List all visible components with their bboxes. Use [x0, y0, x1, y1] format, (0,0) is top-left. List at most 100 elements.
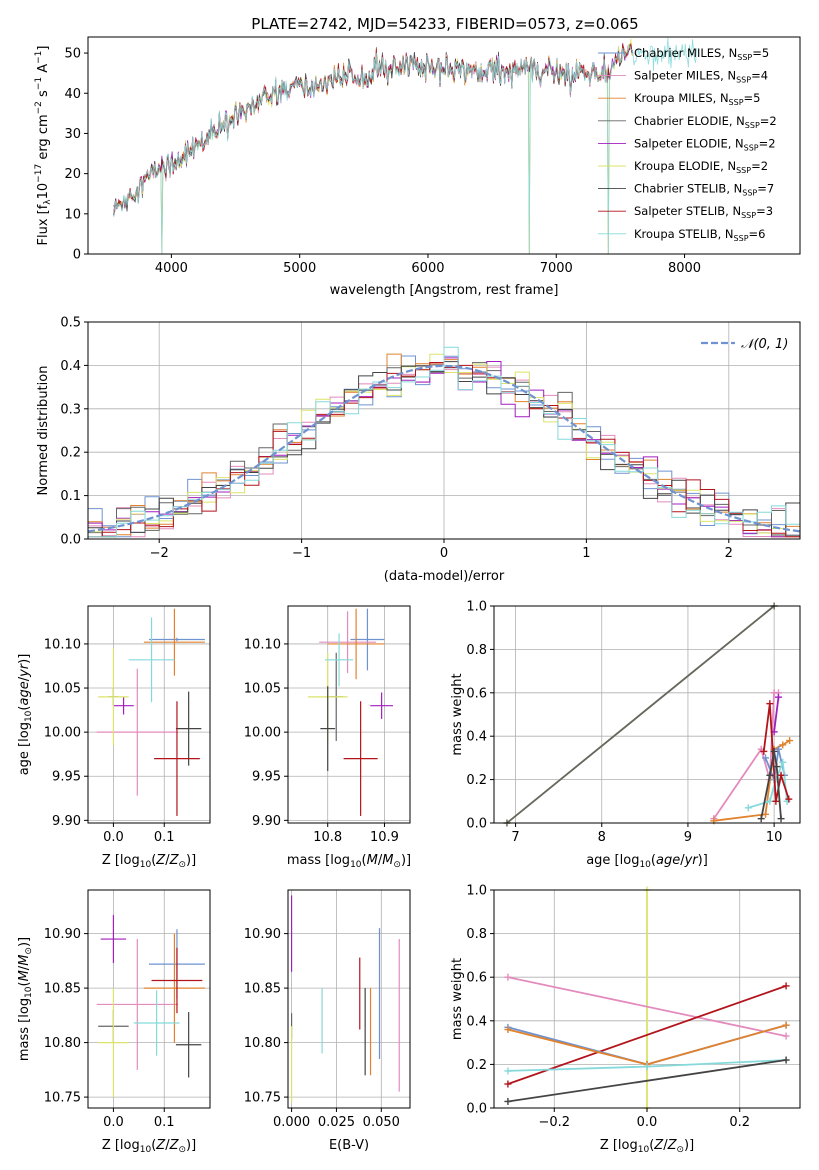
y-tick-label: 10.90 [244, 927, 281, 942]
y-tick-label: 0.4 [466, 1014, 487, 1029]
panel-age-vs-mass: 10.8 10.9 9.90 9.95 10.00 10.05 10.10 mass [log… [244, 605, 411, 870]
y-axis-label: mass [log10(M/M⊙)] [17, 937, 34, 1061]
y-tick-label: 0.1 [60, 489, 81, 504]
y-tick-label: 0.3 [60, 402, 81, 417]
x-tick-label: 10.8 [313, 830, 342, 845]
mass-weight-line [507, 1059, 787, 1103]
legend-entry: 𝒩(0, 1) [741, 337, 788, 352]
x-axis-label: Z [log10(Z/Z⊙)] [600, 1138, 694, 1155]
x-tick-label: 10 [766, 830, 783, 845]
y-tick-label: 0.6 [466, 971, 487, 986]
panel-mass-weight-vs-age: 7 8 9 10 0.0 0.2 0.4 0.6 0.8 1.0 age [log10(age/yr… [450, 600, 801, 870]
x-axis-label: Z [log10(Z/Z⊙)] [102, 1138, 196, 1155]
y-tick-label: 0.5 [60, 316, 81, 331]
panel-age-vs-metallicity: 0.0 0.1 9.90 9.95 10.00 10.05 10.10 Z [log10(Z/… [17, 605, 211, 870]
axes-frame [87, 605, 211, 824]
y-tick-label: 9.95 [52, 770, 81, 785]
x-tick-label: 10.9 [370, 830, 399, 845]
legend-entry: Salpeter MILES, NSSP=4 [634, 69, 768, 85]
legend-entry: Salpeter ELODIE, NSSP=2 [634, 136, 776, 152]
axes-frame [87, 36, 801, 255]
y-tick-label: 10.80 [44, 1036, 81, 1051]
y-tick-label: 10.00 [244, 726, 281, 741]
x-tick-label: 0.025 [318, 1115, 355, 1130]
x-tick-label: 0 [440, 546, 448, 561]
y-axis-label: age [log10(age/yr)] [17, 654, 34, 776]
x-axis-label: Z [log10(Z/Z⊙)] [102, 853, 196, 870]
legend-entry: Kroupa MILES, NSSP=5 [634, 91, 760, 107]
x-tick-label: −0.2 [538, 1115, 570, 1130]
y-tick-label: 0.8 [466, 927, 487, 942]
y-tick-label: 0.0 [60, 533, 81, 548]
y-axis-label: mass weight [450, 673, 465, 755]
y-axis-label: mass weight [450, 958, 465, 1040]
x-axis-label: (data-model)/error [384, 569, 505, 584]
y-tick-label: 9.90 [52, 814, 81, 829]
y-tick-label: 0.4 [60, 359, 81, 374]
mass-weight-line [506, 605, 775, 824]
x-tick-label: 0.0 [637, 1115, 658, 1130]
x-axis-label: age [log10(age/yr)] [586, 853, 708, 870]
x-tick-label: 6000 [411, 261, 444, 276]
x-tick-label: −2 [150, 546, 169, 561]
legend-entry: Salpeter STELIB, NSSP=3 [634, 204, 773, 220]
y-tick-label: 10.00 [44, 726, 81, 741]
mass-weight-line [773, 696, 780, 733]
x-tick-label: 8 [598, 830, 606, 845]
x-tick-label: 7 [511, 830, 519, 845]
y-tick-label: 10.10 [244, 637, 281, 652]
x-tick-label: −1 [292, 546, 311, 561]
x-tick-label: 0.050 [363, 1115, 400, 1130]
y-tick-label: 0.6 [466, 686, 487, 701]
x-axis-label: mass [log10(M/M⊙)] [287, 853, 411, 870]
y-tick-label: 0.0 [466, 1102, 487, 1117]
y-tick-label: 20 [64, 167, 81, 182]
y-tick-label: 10.75 [244, 1091, 281, 1106]
y-tick-label: 1.0 [466, 600, 487, 615]
legend-entry: Kroupa ELODIE, NSSP=2 [634, 159, 768, 175]
panel-mass-vs-extinction: 0.000 0.025 0.050 10.75 10.80 10.85 10.90 E(B-V… [244, 889, 411, 1153]
y-axis-label: Normed distribution [36, 366, 51, 496]
y-tick-label: 50 [64, 47, 81, 62]
y-tick-label: 40 [64, 87, 81, 102]
mass-weight-line [507, 976, 787, 1037]
y-tick-label: 0.0 [466, 817, 487, 832]
y-tick-label: 10 [64, 207, 81, 222]
x-tick-label: 8000 [668, 261, 701, 276]
y-tick-label: 0.2 [60, 446, 81, 461]
x-tick-label: 0.1 [154, 830, 175, 845]
x-tick-label: 4000 [155, 261, 188, 276]
y-tick-label: 0.2 [466, 1058, 487, 1073]
y-tick-label: 10.10 [44, 637, 81, 652]
y-tick-label: 0 [73, 248, 81, 263]
y-tick-label: 0.4 [466, 730, 487, 745]
y-tick-label: 9.90 [252, 814, 281, 829]
y-tick-label: 1.0 [466, 884, 487, 899]
axes-frame [493, 605, 801, 824]
legend-entry: Chabrier ELODIE, NSSP=2 [634, 114, 777, 130]
x-axis-label: wavelength [Angstrom, rest frame] [330, 283, 559, 298]
legend-entry: Chabrier STELIB, NSSP=7 [634, 182, 774, 198]
y-axis-label: Flux [fλ10−17 erg cm−2 s−1 A−1] [34, 46, 53, 246]
axes-frame [287, 889, 411, 1109]
spectrum-line [113, 37, 697, 255]
x-tick-label: 0.2 [729, 1115, 750, 1130]
y-tick-label: 30 [64, 127, 81, 142]
y-tick-label: 10.85 [44, 982, 81, 997]
y-tick-label: 0.2 [466, 773, 487, 788]
x-tick-label: 9 [684, 830, 692, 845]
histogram-steps [87, 346, 800, 539]
y-tick-label: 10.05 [244, 682, 281, 697]
axes-frame [287, 605, 411, 824]
x-tick-label: 0.0 [103, 1115, 124, 1130]
normal-curve [87, 364, 801, 533]
y-tick-label: 10.85 [244, 982, 281, 997]
y-tick-label: 0.8 [466, 643, 487, 658]
legend-entry: Chabrier MILES, NSSP=5 [634, 46, 769, 62]
panel-spectrum: 4000 5000 6000 7000 8000 0 10 20 30 40 50 wavelengt… [34, 36, 801, 298]
figure-title: PLATE=2742, MJD=54233, FIBERID=0573, z=0… [251, 15, 638, 33]
x-tick-label: 0.000 [273, 1115, 310, 1130]
panel-mass-weight-vs-metallicity: −0.2 0.0 0.2 0.0 0.2 0.4 0.6 0.8 1.0 Z [log10(Z/Z… [450, 884, 801, 1155]
x-tick-label: 7000 [540, 261, 573, 276]
